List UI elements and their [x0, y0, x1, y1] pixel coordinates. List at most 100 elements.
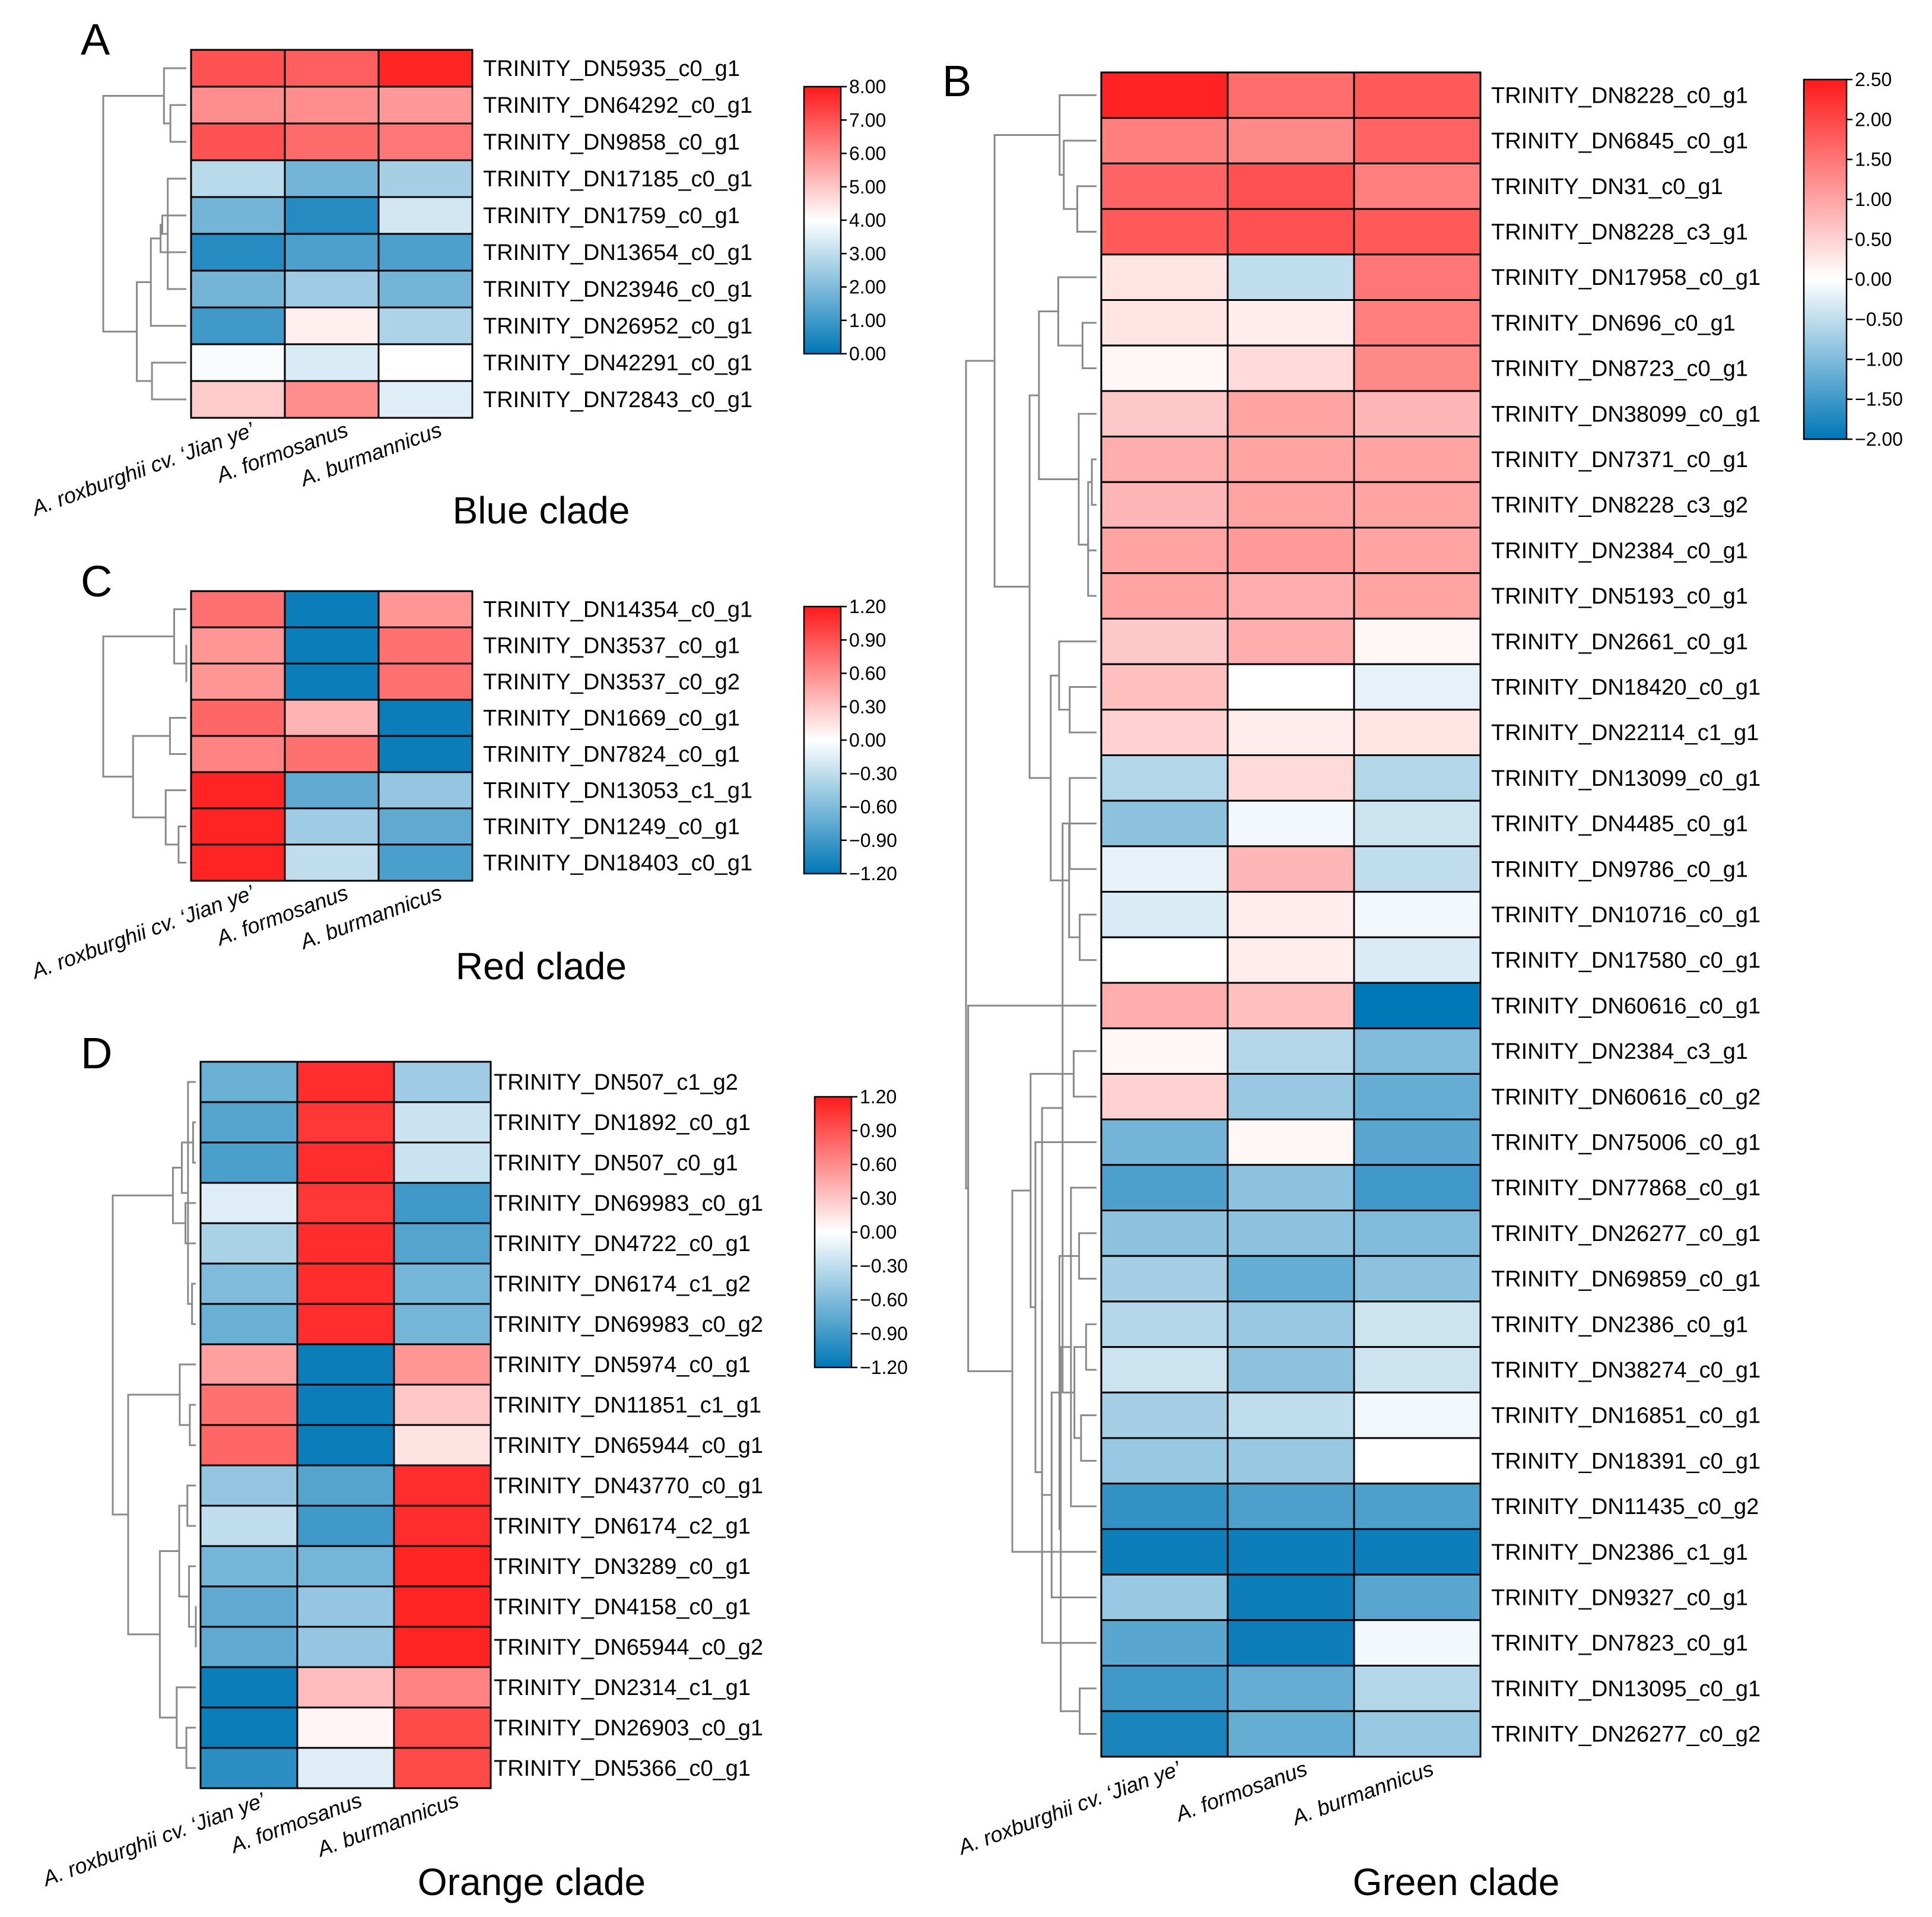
column-label: A. burmannicus [1288, 1756, 1437, 1830]
heatmap-cell [296, 1383, 395, 1426]
row-label: TRINITY_DN64292_c0_g1 [483, 93, 752, 118]
dendrogram-branch [1063, 139, 1097, 210]
heatmap-cell [393, 1424, 492, 1467]
row-label: TRINITY_DN2384_c0_g1 [1491, 538, 1748, 563]
heatmap-cell [1353, 845, 1482, 893]
scale-tick-label: 7.00 [849, 109, 886, 131]
dendrogram-branch [191, 1283, 196, 1325]
dendrogram-branch [1034, 1141, 1097, 1474]
heatmap-cell [1100, 344, 1229, 392]
row-label: TRINITY_DN60616_c0_g1 [1491, 994, 1761, 1018]
heatmap-cell [190, 771, 286, 810]
row-label: TRINITY_DN26952_c0_g1 [483, 314, 752, 339]
dendrogram-branch [169, 717, 186, 755]
heatmap-cell [1353, 799, 1482, 848]
heatmap-cell [1226, 1072, 1355, 1121]
heatmap-cell [1100, 572, 1229, 620]
dendrogram-branch [1087, 538, 1097, 551]
heatmap-cell [1100, 709, 1229, 757]
panel-C: C TRINITY_DN14354_c0_g1 TRINITY_DN3537_c0_… [27, 557, 897, 988]
heatmap-cell [296, 1262, 395, 1305]
heatmap-cell [1353, 1437, 1482, 1485]
dendrogram-branch [176, 1686, 196, 1749]
scale-tick-label: −1.20 [849, 863, 897, 884]
heatmap-cell [1353, 1665, 1482, 1712]
dendrogram-branch [185, 1726, 196, 1769]
heatmap-cell [199, 1505, 298, 1547]
heatmap-cell [1100, 1710, 1229, 1758]
row-label: TRINITY_DN507_c0_g1 [494, 1151, 738, 1176]
row-label: TRINITY_DN18403_c0_g1 [483, 851, 752, 876]
scale-tick-label: 3.00 [849, 243, 886, 264]
heatmap-cell [393, 1182, 492, 1224]
heatmap-cell [296, 1424, 395, 1467]
row-label: TRINITY_DN38274_c0_g1 [1491, 1358, 1761, 1383]
heatmap-cell [1353, 663, 1482, 711]
scale-tick-label: 2.50 [1855, 69, 1892, 90]
heatmap-cell [1353, 1027, 1482, 1075]
heatmap-cell [393, 1383, 492, 1426]
heatmap-cell [377, 807, 474, 846]
heatmap-cell [284, 85, 380, 125]
row-label: TRINITY_DN3537_c0_g2 [483, 670, 740, 695]
heatmap-cell [1353, 344, 1482, 392]
scale-tick-label: −0.60 [860, 1289, 908, 1310]
heatmap-cell [284, 159, 380, 198]
dendrogram-branch [161, 214, 186, 235]
heatmap-cell [1226, 344, 1355, 392]
panel-B: B TRINITY_DN8228_c0_g1 TRINITY_DN6845_c0_g… [942, 56, 1903, 1903]
heatmap-cell [190, 626, 286, 665]
heatmap-cell [284, 380, 380, 419]
panel-letter: A [81, 15, 110, 64]
scale-tick-label: 0.00 [849, 343, 886, 364]
row-label: TRINITY_DN9858_c0_g1 [483, 130, 740, 155]
heatmap-cell [1353, 1619, 1482, 1667]
heatmap-cell [1353, 162, 1482, 210]
scale-tick-label: 1.00 [1855, 189, 1892, 210]
row-label: TRINITY_DN16851_c0_g1 [1491, 1404, 1761, 1429]
scale-tick-label: 0.60 [860, 1154, 897, 1175]
heatmap-cell [377, 343, 474, 382]
row-label: TRINITY_DN2314_c1_g1 [494, 1675, 751, 1700]
row-label: TRINITY_DN26277_c0_g1 [1491, 1221, 1761, 1246]
row-label: TRINITY_DN11435_c0_g2 [1491, 1494, 1759, 1519]
heatmap-cell [1100, 208, 1229, 256]
heatmap-cell [1226, 1710, 1355, 1758]
row-label: TRINITY_DN8228_c3_g2 [1491, 493, 1748, 518]
row-label: TRINITY_DN1669_c0_g1 [483, 706, 740, 731]
heatmap-cell [199, 1747, 298, 1789]
heatmap-cell [1226, 709, 1355, 757]
heatmap-cell [1226, 1027, 1355, 1075]
dendrogram-branch [189, 1404, 196, 1446]
clade-title: Green clade [1353, 1861, 1560, 1903]
heatmap-cell [393, 1101, 492, 1144]
dendrogram-branch [163, 67, 186, 125]
row-label: TRINITY_DN8228_c0_g1 [1491, 83, 1748, 108]
row-label: TRINITY_DN22114_c1_g1 [1491, 721, 1759, 745]
row-label: TRINITY_DN6845_c0_g1 [1491, 129, 1748, 154]
heatmap-cell [199, 1585, 298, 1628]
dendrogram-branch [993, 134, 1060, 588]
heatmap-cell [1226, 845, 1355, 893]
heatmap-cell [1226, 982, 1355, 1030]
heatmap-cell [1226, 481, 1355, 529]
panel-letter: B [942, 56, 971, 106]
heatmap-cell [1100, 891, 1229, 938]
clade-title: Red clade [456, 945, 627, 988]
heatmap-cell [1226, 1164, 1355, 1212]
heatmap-cell [296, 1626, 395, 1668]
heatmap-cell [377, 85, 474, 125]
heatmap-cell [377, 380, 474, 419]
heatmap-cell [393, 1222, 492, 1265]
heatmap-cell [377, 735, 474, 773]
heatmap-cell [1353, 1573, 1482, 1621]
row-label: TRINITY_DN38099_c0_g1 [1491, 402, 1761, 427]
scale-tick-label: 0.90 [849, 629, 886, 650]
heatmap-cell [1353, 1710, 1482, 1758]
dendrogram-branch [112, 1194, 173, 1516]
heatmap-cell [296, 1141, 395, 1184]
scale-tick-label: −0.30 [849, 763, 897, 784]
heatmap-cell [296, 1706, 395, 1749]
heatmap-cell [1100, 162, 1229, 210]
dendrogram-branch [1091, 458, 1097, 506]
